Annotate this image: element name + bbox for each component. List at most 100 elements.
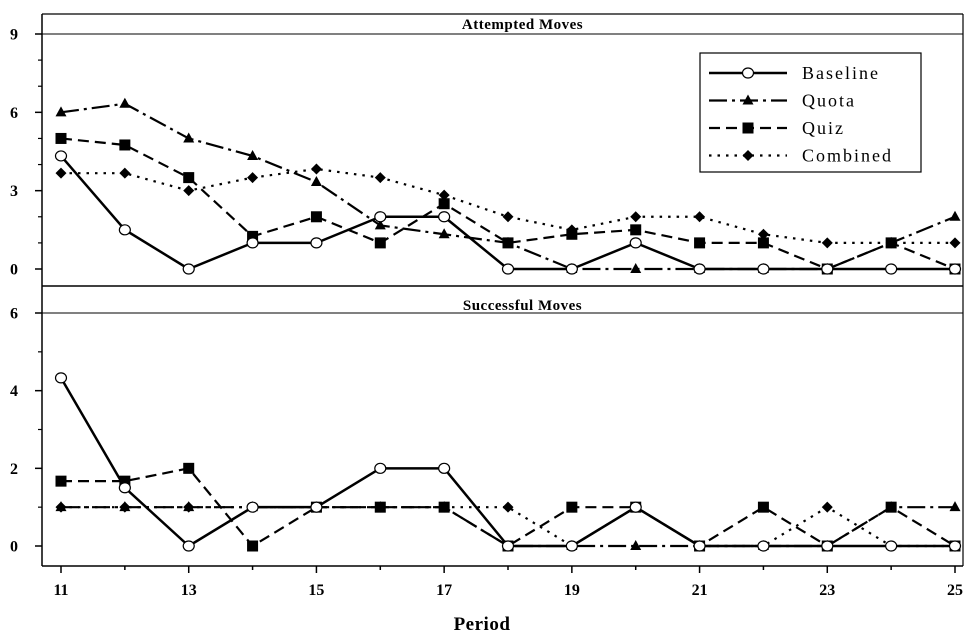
attempted-moves-combined-point <box>757 228 769 240</box>
successful-moves-baseline-point <box>438 462 451 474</box>
attempted-moves-combined-point <box>630 211 642 223</box>
attempted-moves-y-tick-label: 6 <box>10 105 18 122</box>
attempted-moves-quiz-point <box>374 237 386 249</box>
attempted-moves-baseline-point <box>885 263 898 275</box>
successful-moves-baseline-point <box>374 462 387 474</box>
legend-baseline-swatch-marker <box>741 67 755 79</box>
attempted-moves-quota-point <box>374 219 386 230</box>
x-tick-label: 17 <box>436 582 452 599</box>
successful-moves-combined-point <box>821 501 833 513</box>
attempted-moves-quiz-point <box>55 132 67 144</box>
successful-moves-baseline-point <box>246 501 259 513</box>
axes-frame <box>41 13 964 567</box>
attempted-moves-baseline-point <box>246 237 259 249</box>
x-tick-label: 15 <box>308 582 324 599</box>
attempted-moves-baseline-point <box>821 263 834 275</box>
attempted-moves-combined-point <box>183 185 195 197</box>
attempted-moves-quiz-point <box>566 228 578 240</box>
successful-moves-quiz-point <box>438 501 450 513</box>
successful-moves-baseline-point <box>182 540 195 552</box>
attempted-moves-quiz-point <box>885 237 897 249</box>
attempted-moves-baseline-point <box>948 263 962 275</box>
attempted-moves-combined-point <box>694 211 706 223</box>
x-axis-title: Period <box>454 614 511 635</box>
x-tick-label: 25 <box>947 582 963 599</box>
successful-moves-y-tick-label: 2 <box>10 461 18 478</box>
legend-baseline-label: Baseline <box>802 63 880 83</box>
successful-moves-quiz-point <box>566 501 578 513</box>
attempted-moves-quota-point <box>183 132 195 143</box>
successful-moves-combined-point <box>502 501 514 513</box>
attempted-moves-baseline-point <box>693 263 706 275</box>
attempted-moves-combined-point <box>438 189 450 201</box>
attempted-moves-quota-point <box>630 263 642 273</box>
attempted-moves-baseline-point <box>757 263 770 275</box>
attempted-moves-quota-point <box>949 210 961 221</box>
legend-quiz-swatch-marker <box>742 122 754 134</box>
successful-moves-panel: Successful Moves 0 2 4 6 <box>10 298 962 556</box>
attempted-moves-baseline-point <box>374 211 387 223</box>
successful-moves-quiz-point <box>247 540 259 552</box>
attempted-moves-quiz-point <box>694 237 706 249</box>
successful-moves-quiz-line <box>61 467 956 548</box>
attempted-moves-baseline-point <box>118 224 131 236</box>
attempted-moves-quiz-point <box>119 139 131 151</box>
successful-moves-baseline-point <box>693 540 706 552</box>
successful-moves-baseline-point <box>118 482 131 494</box>
x-axis: 11 13 15 17 19 21 23 25 Period <box>53 566 963 635</box>
attempted-moves-combined-point <box>310 163 322 175</box>
attempted-moves-baseline-point <box>501 263 515 275</box>
successful-moves-quota-point <box>55 501 67 512</box>
attempted-moves-quota-point <box>310 176 322 187</box>
legend: Baseline Quota Quiz Combined <box>699 52 922 173</box>
legend-quiz-label: Quiz <box>802 118 845 138</box>
x-tick-label: 13 <box>181 582 197 599</box>
successful-moves-y-tick-label: 6 <box>10 306 18 323</box>
attempted-moves-combined-line <box>61 167 955 244</box>
successful-moves-baseline-point <box>885 540 898 552</box>
attempted-moves-y-tick-label: 9 <box>10 27 18 44</box>
attempted-moves-quiz-point <box>502 237 514 249</box>
x-tick-label: 11 <box>53 582 68 599</box>
successful-moves-quota-point <box>630 540 642 550</box>
attempted-moves-combined-point <box>374 172 386 184</box>
attempted-moves-baseline-point <box>310 237 323 249</box>
successful-moves-baseline-point <box>54 372 68 384</box>
successful-moves-baseline-point <box>948 540 962 552</box>
attempted-moves-combined-point <box>502 211 514 223</box>
attempted-moves-combined-point <box>119 167 131 179</box>
successful-moves-quiz-point <box>757 501 769 513</box>
attempted-moves-quota-point <box>438 228 450 239</box>
attempted-moves-quiz-point <box>630 224 642 236</box>
successful-moves-quiz-point <box>885 501 897 513</box>
successful-moves-baseline-point <box>501 540 515 552</box>
attempted-moves-y-tick-label: 3 <box>10 183 18 200</box>
attempted-moves-baseline-point <box>629 237 642 249</box>
successful-moves-title: Successful Moves <box>463 298 582 314</box>
successful-moves-quiz-point <box>374 501 386 513</box>
successful-moves-y-tick-label: 0 <box>10 539 18 556</box>
successful-moves-quiz-point <box>55 475 67 487</box>
attempted-moves-panel: Attempted Moves 0 3 6 9 <box>10 17 962 279</box>
legend-combined-swatch-marker <box>742 150 754 161</box>
x-tick-label: 21 <box>692 582 708 599</box>
attempted-moves-quiz-point <box>438 198 450 210</box>
attempted-moves-combined-point <box>949 237 961 249</box>
attempted-moves-combined-point <box>247 172 259 184</box>
attempted-moves-quota-point <box>55 106 67 117</box>
successful-moves-baseline-line <box>59 377 955 548</box>
successful-moves-baseline-point <box>565 540 578 552</box>
x-tick-label: 19 <box>564 582 580 599</box>
attempted-moves-combined-point <box>821 237 833 249</box>
attempted-moves-quiz-point <box>310 211 322 223</box>
successful-moves-quota-point <box>949 501 961 512</box>
attempted-moves-baseline-point <box>565 263 578 275</box>
attempted-moves-quiz-point <box>183 172 195 184</box>
successful-moves-baseline-point <box>757 540 770 552</box>
successful-moves-quiz-point <box>119 475 131 487</box>
attempted-moves-title: Attempted Moves <box>462 17 583 33</box>
successful-moves-baseline-point <box>629 501 642 513</box>
attempted-moves-y-tick-label: 0 <box>10 262 18 279</box>
successful-moves-quota-point <box>183 501 195 512</box>
